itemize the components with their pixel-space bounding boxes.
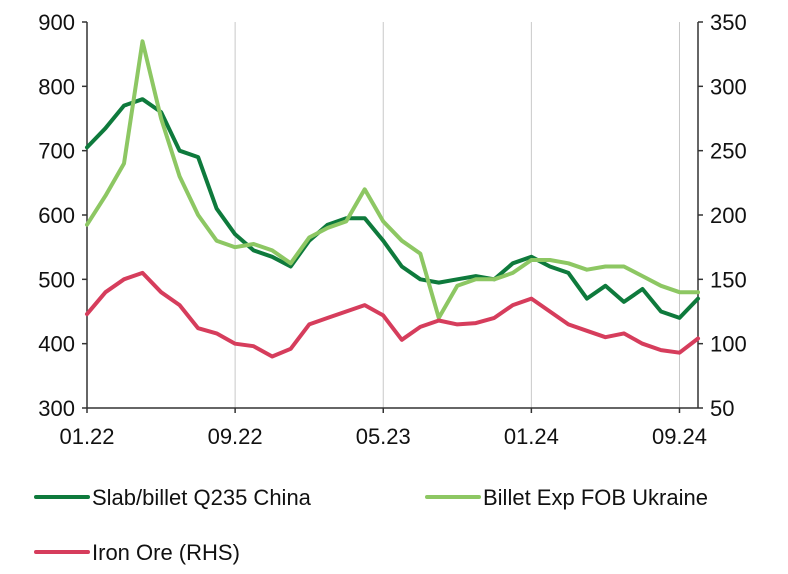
series-line-1 [87,99,698,318]
y-right-tick-label: 50 [710,396,734,421]
x-tick-label: 01.24 [504,424,559,449]
x-tick-label: 05.23 [356,424,411,449]
legend-label-2: Billet Exp FOB Ukraine [483,485,708,510]
legend-label-3: Iron Ore (RHS) [92,540,240,565]
series-line-2 [87,41,698,318]
legend: Slab/billet Q235 China Billet Exp FOB Ukr… [36,485,708,565]
y-left-tick-label: 800 [38,74,75,99]
series-lines [87,41,698,356]
y-right-tick-label: 100 [710,332,747,357]
legend-label-1: Slab/billet Q235 China [92,485,312,510]
axes [82,22,703,413]
x-tick-label: 09.24 [652,424,707,449]
y-left-tick-label: 300 [38,396,75,421]
x-tick-label: 09.22 [208,424,263,449]
y-left-tick-label: 400 [38,332,75,357]
y-left-tick-label: 500 [38,267,75,292]
y-right-tick-label: 250 [710,139,747,164]
y-right-tick-label: 200 [710,203,747,228]
y-left-tick-label: 600 [38,203,75,228]
gridlines [235,22,679,408]
y-right-tick-label: 300 [710,74,747,99]
y-right-tick-label: 350 [710,10,747,35]
x-tick-label: 01.22 [59,424,114,449]
y-left-tick-label: 700 [38,139,75,164]
y-right-tick-label: 150 [710,267,747,292]
y-left-tick-label: 900 [38,10,75,35]
